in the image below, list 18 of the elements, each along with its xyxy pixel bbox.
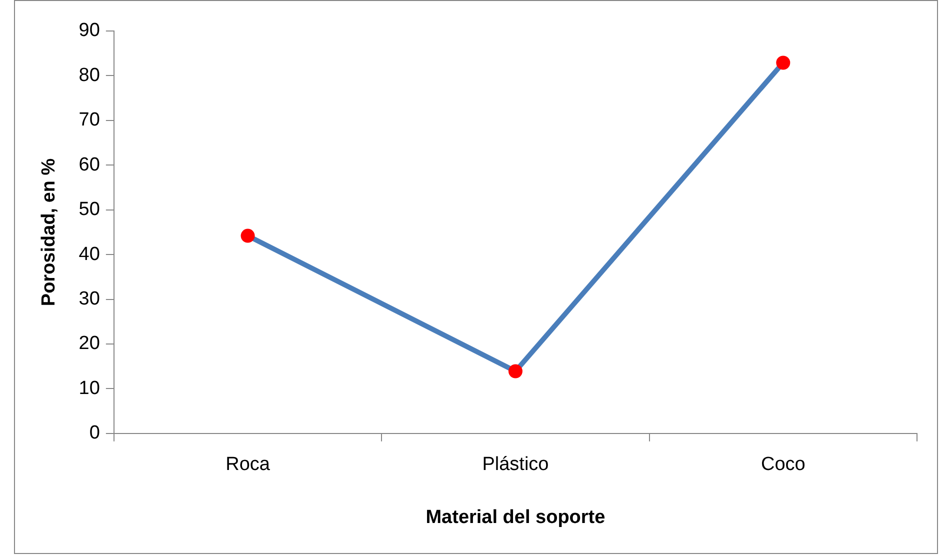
point xyxy=(240,228,255,243)
x-tick-label: Coco xyxy=(760,454,806,476)
y-tick-label: 90 xyxy=(78,20,100,42)
y-tick-label: 60 xyxy=(78,154,100,176)
x-axis-title: Material del soporte xyxy=(426,506,606,528)
y-tick-label: 70 xyxy=(78,110,100,131)
x-tick-label: Roca xyxy=(226,454,270,476)
y-tick-label: 20 xyxy=(78,333,100,354)
y-axis-title: Porosidad, en % xyxy=(38,158,60,306)
y-tick-label: 30 xyxy=(78,288,100,310)
point xyxy=(776,56,790,70)
y-tick-label: 50 xyxy=(78,199,100,220)
y-tick-label: 40 xyxy=(78,244,100,265)
x-tick-label: Plástico xyxy=(482,454,549,476)
y-tick-label: 10 xyxy=(78,378,100,399)
y-tick-label: 0 xyxy=(89,422,100,444)
point xyxy=(508,364,522,378)
y-tick-label: 80 xyxy=(78,64,100,86)
